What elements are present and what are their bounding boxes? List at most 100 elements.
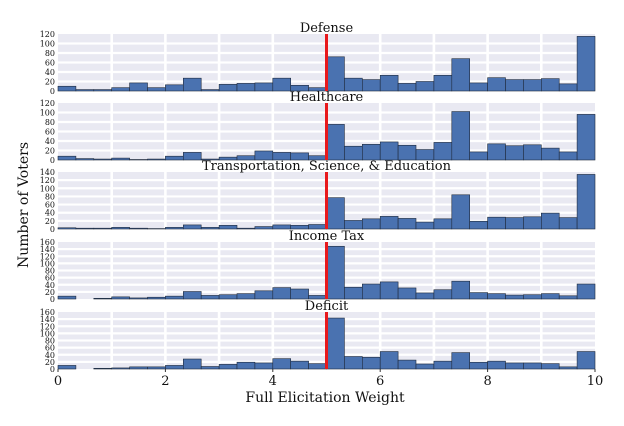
histogram-bar <box>272 77 291 92</box>
histogram-bar <box>523 79 542 92</box>
histogram-bar <box>165 84 184 92</box>
y-tick-label: 80 <box>45 192 55 201</box>
histogram-bar <box>272 358 291 370</box>
histogram-bar <box>505 145 524 161</box>
histogram-bar <box>451 194 470 230</box>
y-tick-label: 100 <box>40 109 55 118</box>
histogram-bar <box>469 82 488 92</box>
histogram-bar <box>183 77 202 92</box>
y-tick-label: 20 <box>45 288 55 297</box>
histogram-bar <box>75 89 95 92</box>
histogram-bar <box>236 293 256 300</box>
y-tick-label: 60 <box>45 344 55 353</box>
panel-title: Deficit <box>305 299 349 314</box>
histogram-bar <box>576 114 596 161</box>
histogram-bar <box>254 226 274 230</box>
histogram-bar <box>218 294 238 300</box>
histogram-bar <box>487 293 506 300</box>
histogram-bar <box>361 283 381 300</box>
panel-title: Defense <box>300 21 354 36</box>
y-tick-label: 100 <box>40 40 55 49</box>
histogram-bar <box>451 58 470 92</box>
histogram-bar <box>523 216 542 230</box>
y-tick-label: 140 <box>40 315 55 324</box>
histogram-bar <box>200 295 220 300</box>
histogram-bar <box>540 363 560 370</box>
x-tick-label: 6 <box>376 374 384 389</box>
histogram-bar <box>540 212 560 230</box>
histogram-bar <box>415 363 435 370</box>
histogram-bar <box>469 220 488 230</box>
y-tick-label: 80 <box>45 49 55 58</box>
histogram-bar <box>576 283 596 300</box>
histogram-bar <box>111 227 130 230</box>
histogram-bar <box>397 218 417 230</box>
histogram-bar <box>487 143 506 161</box>
histogram-bar <box>147 296 166 300</box>
histogram-bar <box>272 287 291 300</box>
histogram-bar <box>469 361 488 370</box>
x-tick-label: 8 <box>483 374 491 389</box>
x-tick-label: 0 <box>54 374 62 389</box>
x-tick-label: 4 <box>269 374 277 389</box>
histogram-bar <box>200 366 220 370</box>
histogram-bar <box>397 287 417 300</box>
histogram-bar <box>326 56 345 92</box>
histogram-bar <box>415 292 435 300</box>
histogram-bar <box>93 367 113 370</box>
histogram-bar <box>129 227 148 230</box>
histogram-bar <box>254 362 274 370</box>
y-tick-label: 140 <box>40 245 55 254</box>
histogram-bar <box>433 142 453 161</box>
histogram-bar <box>93 227 113 230</box>
histogram-bar <box>523 144 542 161</box>
histogram-bar <box>183 358 202 370</box>
y-tick-label: 20 <box>45 217 55 226</box>
y-tick-label: 20 <box>45 147 55 156</box>
histogram-bar <box>558 83 578 92</box>
histogram-bar <box>236 361 256 370</box>
histogram-bar <box>200 89 220 92</box>
panel-title: Income Tax <box>289 229 365 244</box>
y-tick-label: 100 <box>40 259 55 268</box>
histogram-bar <box>326 197 345 230</box>
histogram-bar <box>558 217 578 230</box>
histogram-bar <box>397 144 417 161</box>
histogram-bar <box>379 75 399 92</box>
histogram-bar <box>379 216 399 230</box>
histogram-bar <box>576 174 596 230</box>
histogram-bar <box>433 75 453 92</box>
x-tick-label: 2 <box>161 374 169 389</box>
y-axis-label: Number of Voters <box>16 142 32 268</box>
histogram-bar <box>183 152 202 161</box>
y-tick-label: 60 <box>45 274 55 283</box>
histogram-bar <box>344 286 363 300</box>
y-tick-label: 40 <box>45 137 55 146</box>
histogram-bar <box>361 79 381 92</box>
histogram-bar <box>111 87 130 92</box>
y-tick-label: 120 <box>40 176 55 185</box>
histogram-bar <box>433 360 453 370</box>
histogram-bar <box>147 158 166 161</box>
histogram-bar <box>505 362 524 370</box>
histogram-bar <box>183 224 202 230</box>
histogram-bar <box>129 366 148 370</box>
histogram-bar <box>361 356 381 370</box>
histogram-bar <box>558 295 578 300</box>
y-tick-label: 120 <box>40 252 55 261</box>
histogram-bar <box>254 290 274 300</box>
y-tick-label: 160 <box>40 238 55 247</box>
histogram-bar <box>183 291 202 300</box>
histogram-bar <box>200 227 220 230</box>
histogram-bar <box>505 79 524 92</box>
y-tick-label: 40 <box>45 209 55 218</box>
histogram-bar <box>290 288 309 300</box>
histogram-bar <box>576 36 596 92</box>
y-tick-label: 40 <box>45 281 55 290</box>
y-tick-label: 0 <box>50 156 55 165</box>
